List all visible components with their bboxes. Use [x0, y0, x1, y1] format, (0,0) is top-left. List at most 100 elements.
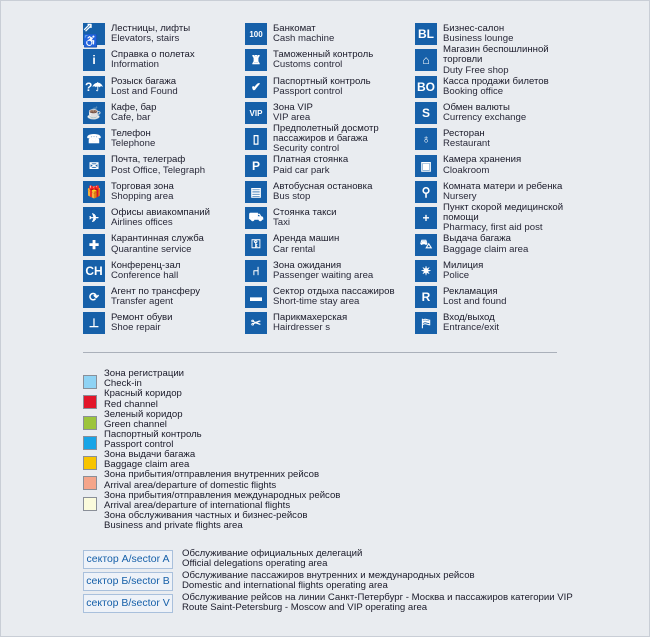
label-en: Baggage claim area [443, 243, 529, 255]
symbol-column: ⇗♿ Лестницы, лифты Elevators, stairs i Справ… [83, 20, 253, 337]
symbol-item: R Рекламация Lost and found [415, 284, 585, 310]
label-ru: Стоянка такси [273, 207, 337, 219]
label-en: Passenger waiting area [273, 269, 374, 281]
label-ru: Зона прибытия/отправления внутренних рей… [104, 469, 320, 481]
zone-item: Зона выдачи багажа Baggage claim area [83, 449, 340, 471]
symbol-item: ⚿ Аренда машин Car rental [245, 231, 415, 257]
symbol-item: ♁ Ресторан Restaurant [415, 126, 585, 152]
symbol-item: i Справка о полетах Information [83, 47, 253, 73]
label-ru: Банкомат [273, 22, 316, 34]
label-ru: Камера хранения [443, 154, 522, 166]
claims-icon: R [415, 286, 437, 309]
symbol-item: ⟳ Агент по трансферу Transfer agent [83, 284, 253, 310]
label-en: Police [443, 269, 470, 281]
label-en: Security control [273, 143, 340, 155]
label-en: Cloakroom [443, 164, 490, 176]
parking-icon: P [245, 154, 267, 177]
color-swatch [83, 476, 97, 491]
label-ru: Касса продажи билетов [443, 75, 549, 87]
zone-item: Зеленый коридор Green channel [83, 408, 340, 430]
business-lounge-icon: BL [415, 23, 437, 46]
zone-color-legend: Зона регистрации Check-in Красный коридор R… [83, 368, 341, 531]
symbol-item: ✉ Почта, телеграф Post Office, Telegraph [83, 152, 253, 178]
currency-icon: S [415, 102, 437, 125]
label-ru: Красный коридор [104, 388, 182, 400]
baggage-claim-icon: ⛍ [415, 233, 437, 256]
label-ru: Аренда машин [273, 233, 340, 245]
label-ru: Обслуживание официальных делегаций [182, 547, 363, 559]
symbol-item: 100 Банкомат Cash machine [245, 21, 415, 47]
quarantine-icon: ✚ [83, 233, 105, 256]
label-en: Customs control [273, 59, 343, 71]
car-rental-icon: ⚿ [245, 233, 267, 256]
symbol-item: ▯ Предполетный досмотр пассажиров и багаж… [245, 123, 415, 155]
label-ru: Ресторан [443, 128, 485, 140]
gift-icon: 🎁 [83, 180, 105, 203]
label-ru: Зона прибытия/отправления международных … [104, 489, 341, 501]
sector-badge: сектор Б/sector B [83, 571, 173, 591]
label-en: Paid car park [273, 164, 330, 176]
police-icon: ✷ [415, 259, 437, 282]
symbol-item: ⑁ Зона ожидания Passenger waiting area [245, 258, 415, 284]
label-ru: Обслуживание пассажиров внутренних и меж… [182, 569, 475, 581]
label-en: Cash machine [273, 33, 335, 45]
label-en: Restaurant [443, 138, 490, 150]
label-en: Business lounge [443, 33, 514, 45]
label-en: Cafe, bar [111, 112, 151, 124]
sector-legend: сектор А/sector A Обслуживание официальны… [83, 548, 573, 614]
label-en: Quarantine service [111, 243, 192, 255]
label-ru: Платная стоянка [273, 154, 349, 166]
label-en: Hairdresser s [273, 322, 331, 334]
restaurant-icon: ♁ [415, 128, 437, 151]
label-ru: Магазин беспошлинной торговли [443, 44, 549, 66]
escalator-elevator-icon: ⇗♿ [83, 20, 105, 48]
symbol-item: ⛍ Выдача багажа Baggage claim area [415, 231, 585, 257]
label-en: Route Saint-Petersburg - Moscow and VIP … [182, 602, 428, 613]
label-en: Domestic and international flights opera… [182, 580, 388, 591]
scissors-icon: ✂ [245, 312, 267, 335]
symbol-item: ⌂ Магазин беспошлинной торговли Duty Free … [415, 44, 585, 76]
symbol-item: ♜ Таможенный контроль Customs control [245, 47, 415, 73]
symbol-item: + Пункт скорой медицинской помощи Pharmacy… [415, 201, 585, 233]
symbol-item: ⛿ Вход/выход Entrance/exit [415, 310, 585, 336]
label-en: Green channel [104, 418, 167, 430]
telephone-icon: ☎ [83, 128, 105, 151]
sector-item: сектор Б/sector B Обслуживание пассажиров… [83, 570, 573, 592]
zone-item: Зона прибытия/отправления внутренних рей… [83, 469, 340, 491]
label-en: Nursery [443, 190, 477, 202]
symbol-item: ☕ Кафе, бар Cafe, bar [83, 100, 253, 126]
label-en: Entrance/exit [443, 322, 499, 334]
cafe-icon: ☕ [83, 102, 105, 125]
label-en: Information [111, 59, 159, 71]
bus-icon: ▤ [245, 180, 267, 203]
label-ru: Обмен валюты [443, 101, 510, 113]
label-en: Post Office, Telegraph [111, 164, 206, 176]
label-en: Passport control [273, 85, 343, 97]
symbol-item: ✂ Парикмахерская Hairdresser s [245, 310, 415, 336]
label-en: Airlines offices [111, 217, 173, 229]
label-ru: Справка о полетах [111, 49, 195, 61]
symbol-item: ✔ Паспортный контроль Passport control [245, 74, 415, 100]
label-ru: Рекламация [443, 285, 498, 297]
security-icon: ▯ [245, 128, 267, 151]
label-en: Check-in [104, 378, 142, 390]
label-en: Arrival area/departure of international … [104, 499, 291, 511]
label-en: Short-time stay area [273, 296, 360, 308]
label-ru: Конференц-зал [111, 259, 181, 271]
label-ru: Зеленый коридор [104, 408, 183, 420]
booking-office-icon: BO [415, 75, 437, 98]
label-ru: Паспортный контроль [273, 75, 371, 87]
passport-control-icon: ✔ [245, 75, 267, 98]
symbol-item: ?☂ Розыск багажа Lost and Found [83, 74, 253, 100]
color-swatch [83, 415, 97, 430]
waiting-icon: ⑁ [245, 259, 267, 282]
label-en: Lost and Found [111, 85, 178, 97]
label-en: Duty Free shop [443, 64, 509, 76]
label-ru: Пункт скорой медицинской помощи [443, 201, 564, 224]
symbol-item: ▬ Сектор отдыха пассажиров Short-time stay… [245, 284, 415, 310]
label-en: Baggage claim area [104, 459, 190, 471]
symbol-item: P Платная стоянка Paid car park [245, 152, 415, 178]
nursery-icon: ⚲ [415, 180, 437, 203]
symbol-item: BO Касса продажи билетов Booking office [415, 74, 585, 100]
label-ru: Милиция [443, 259, 484, 271]
